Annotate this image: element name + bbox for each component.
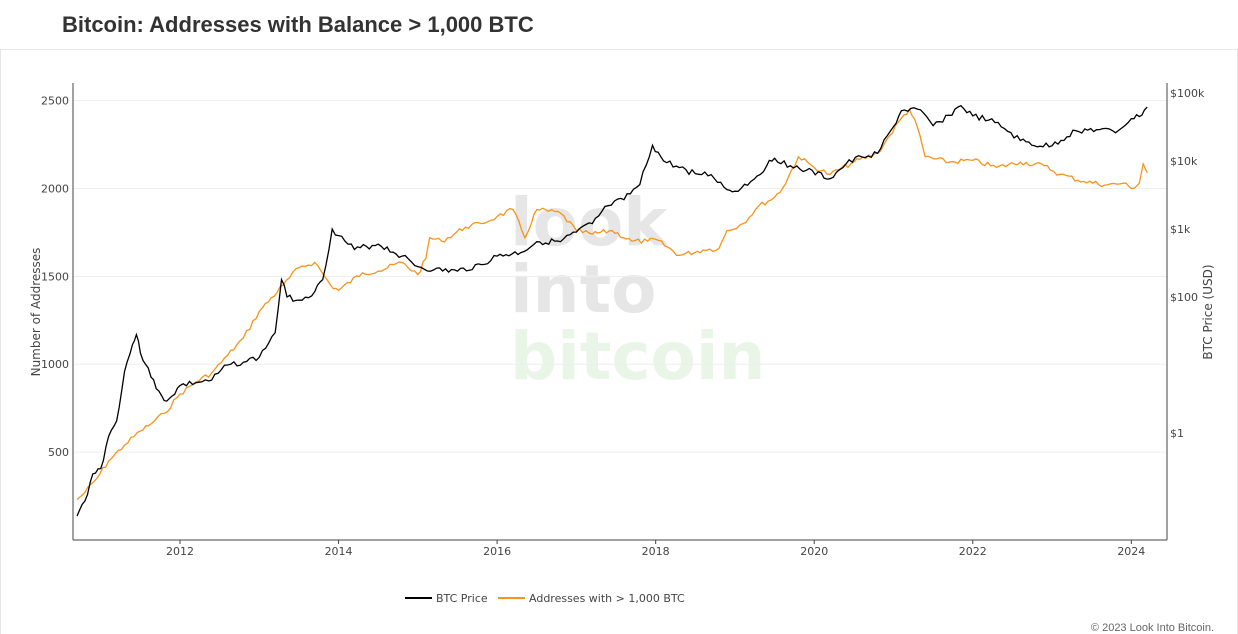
x-tick-label: 2022 [959,545,987,558]
series-line-btc-price [76,104,1148,517]
y2-tick-label: $100k [1170,87,1205,100]
y2-tick-label: $100 [1170,291,1198,304]
x-tick-label: 2020 [800,545,828,558]
gridlines [73,100,1167,453]
x-tick-label: 2018 [642,545,670,558]
y-tick-label: 1000 [41,358,69,371]
series-layer [76,104,1148,517]
series-line-addresses [76,107,1148,501]
watermark: look into bitcoin [510,184,766,395]
y-tick-label: 2000 [41,182,69,195]
x-tick-label: 2016 [483,545,511,558]
legend-label-addresses: Addresses with > 1,000 BTC [529,592,685,605]
x-tick-labels: 2012 2014 2016 2018 2020 2022 2024 [166,540,1145,558]
legend-label-price: BTC Price [436,592,488,605]
axes [72,83,1168,541]
title-bar: Bitcoin: Addresses with Balance > 1,000 … [0,0,1238,50]
y-tick-label: 2500 [41,95,69,108]
y2-tick-labels: $1 $100 $1k $10k $100k [1170,87,1205,440]
y-tick-label: 1500 [41,270,69,283]
chart: look into bitcoin 2012 2014 2016 2018 2020 20… [29,83,1215,605]
x-tick-label: 2014 [325,545,353,558]
y2-tick-label: $1k [1170,223,1191,236]
y-tick-label: 500 [48,446,69,459]
y-axis-title: Number of Addresses [29,248,43,377]
x-tick-label: 2012 [166,545,194,558]
legend: BTC Price Addresses with > 1,000 BTC [405,592,685,605]
frame-left-border [0,50,1,634]
copyright: © 2023 Look Into Bitcoin. [1090,622,1214,634]
x-tick-label: 2024 [1117,545,1145,558]
watermark-line-2: into [510,251,657,328]
y2-tick-label: $1 [1170,427,1184,440]
y2-axis-title: BTC Price (USD) [1201,264,1215,359]
y2-tick-label: $10k [1170,155,1198,168]
y-tick-labels: 500 1000 1500 2000 2500 [41,95,69,460]
watermark-line-3: bitcoin [510,318,766,395]
page-title: Bitcoin: Addresses with Balance > 1,000 … [62,12,534,37]
